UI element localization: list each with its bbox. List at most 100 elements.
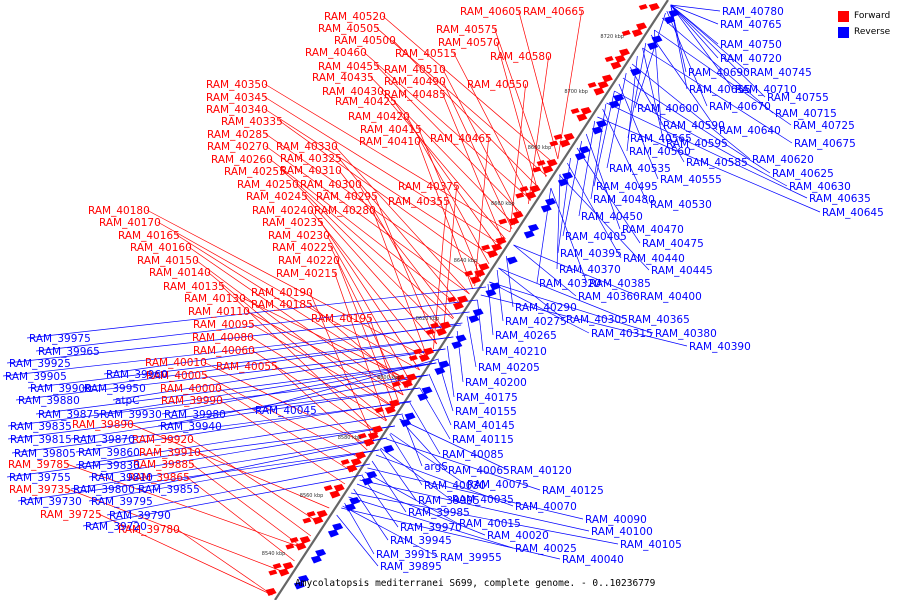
forward-gene-arrow — [512, 211, 524, 219]
connector-line — [176, 528, 273, 596]
reverse-gene-arrow — [404, 412, 416, 421]
connector-line — [135, 437, 388, 490]
reverse-gene-label: RAM_40070 — [515, 501, 577, 513]
forward-gene-arrow — [413, 348, 423, 355]
legend: Forward Reverse — [838, 8, 890, 40]
reverse-gene-label: RAM_40530 — [650, 199, 712, 211]
connector-line — [379, 448, 417, 501]
connector-line — [447, 345, 455, 398]
connector-line — [556, 173, 561, 270]
reverse-gene-label: RAM_39960 — [106, 369, 168, 381]
forward-gene-arrow — [384, 406, 396, 414]
connector-line — [372, 209, 428, 359]
reverse-gene-arrow — [293, 581, 305, 590]
connector-line — [191, 463, 304, 549]
connector-line — [602, 108, 649, 205]
connector-line — [309, 291, 375, 441]
connector-line — [269, 158, 462, 308]
forward-gene-label: RAM_40195 — [311, 313, 373, 325]
reverse-gene-label: RAM_40780 — [722, 6, 784, 18]
forward-gene-label: RAM_40005 — [146, 370, 208, 382]
reverse-gene-label: RAM_40725 — [793, 120, 855, 132]
connector-line — [453, 52, 531, 202]
reverse-gene-label: RAM_40590 — [663, 120, 725, 132]
reverse-gene-label: RAM_39815 — [10, 434, 72, 446]
forward-gene-arrow — [648, 3, 660, 11]
forward-gene-label: RAM_40415 — [360, 124, 422, 136]
connector-line — [264, 96, 502, 246]
connector-line — [15, 348, 446, 401]
reverse-gene-label: RAM_40655 — [689, 84, 751, 96]
forward-gene-label: RAM_40110 — [188, 306, 250, 318]
forward-gene-label: RAM_39890 — [72, 419, 134, 431]
reverse-gene-label: RAM_40085 — [442, 449, 504, 461]
connector-line — [264, 108, 494, 258]
connector-line — [376, 65, 523, 215]
connector-line — [359, 479, 590, 532]
reverse-gene-label: RAM_40200 — [465, 377, 527, 389]
connector-line — [670, 4, 766, 98]
forward-gene-arrow — [285, 543, 295, 550]
reverse-gene-label: RAM_40565 — [630, 133, 692, 145]
reverse-gene-label: RAM_39790 — [109, 510, 171, 522]
reverse-gene-arrow — [630, 68, 642, 76]
forward-gene-label: RAM_39990 — [161, 395, 223, 407]
forward-gene-label: RAM_40420 — [348, 111, 410, 123]
forward-gene-arrow — [593, 87, 605, 96]
reverse-gene-arrow — [298, 575, 310, 583]
reverse-gene-arrow — [574, 152, 586, 161]
forward-gene-arrow — [350, 458, 362, 466]
forward-gene-arrow — [495, 237, 507, 245]
connector-line — [161, 362, 437, 415]
connector-line — [496, 269, 504, 322]
connector-line — [550, 187, 588, 284]
forward-gene-label: RAM_39920 — [132, 434, 194, 446]
forward-gene-arrow — [635, 22, 647, 31]
connector-line — [6, 425, 396, 478]
connector-line — [35, 362, 437, 415]
connector-line — [295, 183, 445, 333]
connector-line — [509, 83, 527, 233]
connector-line — [375, 454, 514, 507]
reverse-gene-label: RAM_40305 — [566, 314, 628, 326]
reverse-gene-arrow — [664, 16, 676, 24]
legend-item-reverse: Reverse — [838, 24, 890, 40]
connector-line — [130, 423, 330, 509]
connector-line — [670, 4, 721, 12]
reverse-gene-label: RAM_40640 — [719, 125, 781, 137]
connector-line — [557, 10, 583, 160]
forward-gene-arrow — [542, 165, 554, 174]
forward-gene-label: RAM_40180 — [88, 205, 150, 217]
reverse-gene-label: RAM_40470 — [622, 224, 684, 236]
forward-gene-arrow — [576, 113, 588, 122]
connector-line — [654, 29, 792, 126]
connector-line — [666, 10, 708, 107]
forward-gene-arrow — [401, 380, 413, 388]
label-connectors — [2, 4, 821, 596]
connector-line — [496, 41, 538, 191]
reverse-gene-arrow — [434, 367, 446, 375]
reverse-gene-label: RAM_40555 — [660, 174, 722, 186]
forward-gene-arrow — [323, 485, 333, 491]
forward-gene-label: RAM_40350 — [206, 79, 268, 91]
connector-line — [382, 15, 555, 165]
connector-line — [418, 128, 481, 278]
reverse-gene-label: RAM_40765 — [720, 19, 782, 31]
reverse-gene-arrow — [591, 126, 603, 135]
genome-axis — [274, 0, 669, 601]
forward-gene-label: RAM_40270 — [207, 141, 269, 153]
connector-line — [642, 47, 793, 144]
forward-gene-arrow — [614, 55, 626, 63]
reverse-gene-label: RAM_39930 — [100, 409, 162, 421]
reverse-gene-label: RAM_40175 — [456, 392, 518, 404]
forward-gene-arrow — [452, 302, 464, 310]
forward-gene-label: RAM_40235 — [262, 217, 324, 229]
forward-gene-label: RAM_40375 — [398, 181, 460, 193]
reverse-gene-arrow — [540, 204, 552, 213]
reverse-gene-label: RAM_39905 — [5, 371, 67, 383]
forward-gene-arrow — [570, 108, 580, 114]
reverse-gene-label: RAM_39830 — [78, 460, 140, 472]
forward-gene-label: RAM_40295 — [316, 191, 378, 203]
forward-gene-label: RAM_40550 — [467, 79, 529, 91]
reverse-gene-arrow — [438, 360, 450, 369]
